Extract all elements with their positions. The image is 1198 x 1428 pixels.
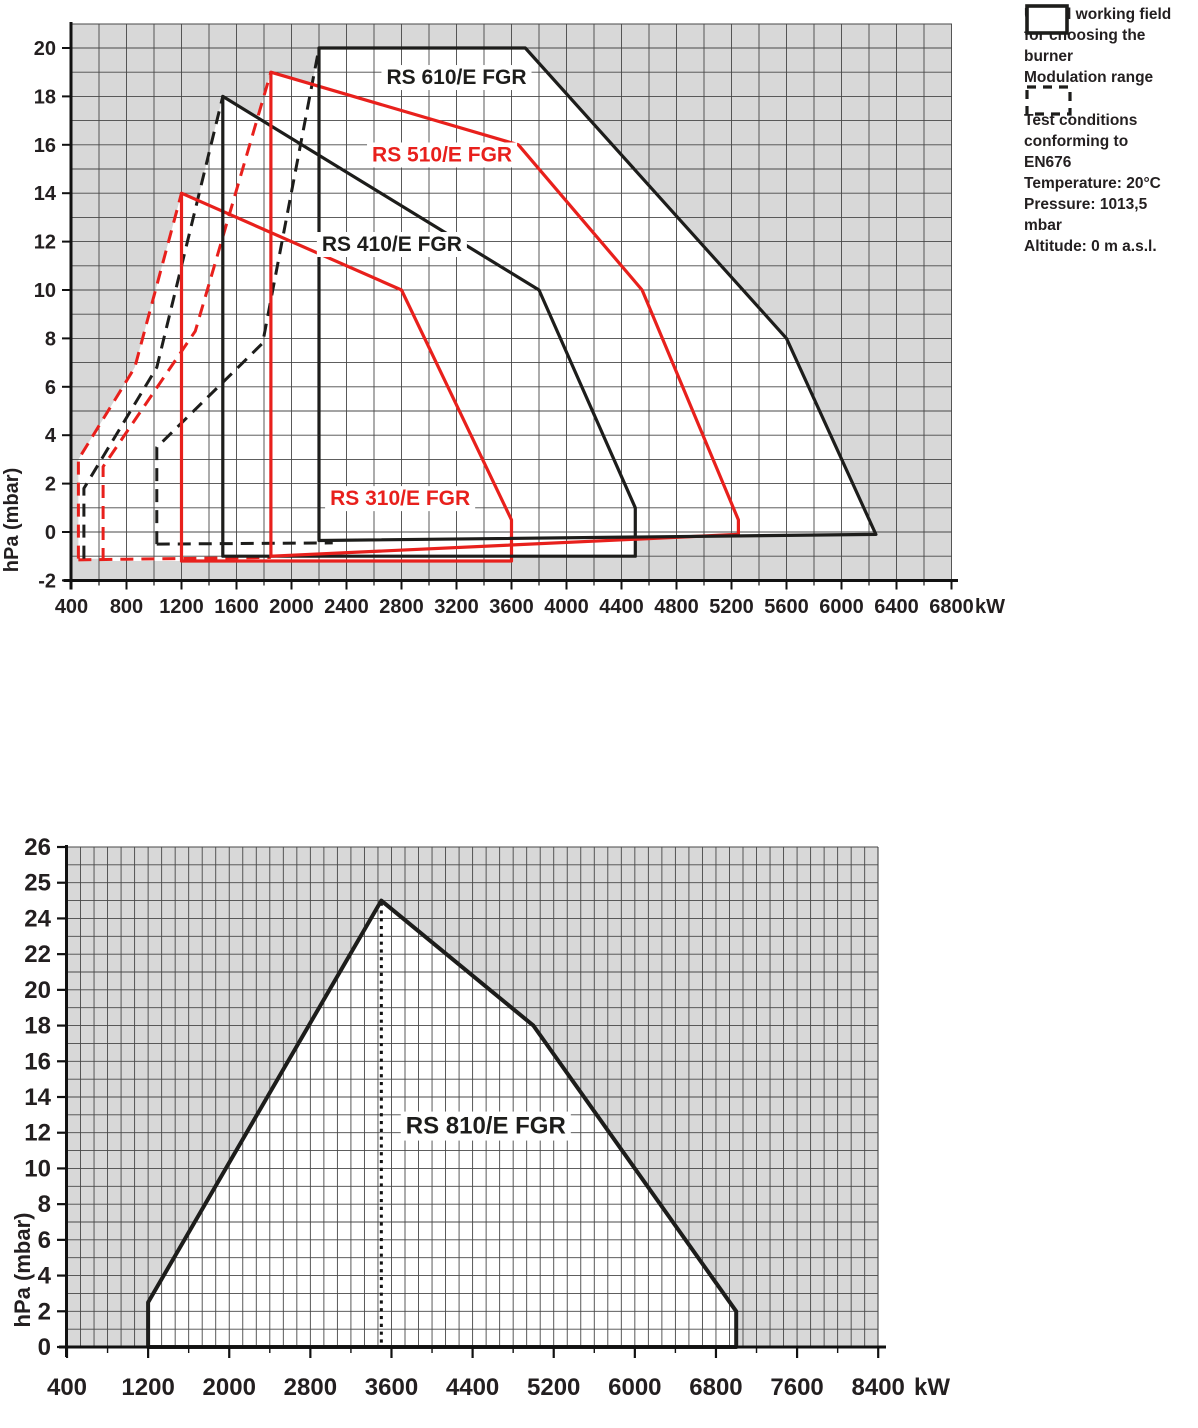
x-tick-label: 6000 [608, 1374, 661, 1401]
label-backdrop [381, 65, 532, 91]
modulation-line: Modulation range [1024, 69, 1154, 86]
x-tick-label: 4800 [654, 596, 699, 618]
y-tick-label: 6 [38, 1227, 51, 1254]
y-tick-label: 22 [24, 941, 51, 968]
x-tick-label: 6000 [819, 596, 864, 618]
label-backdrop [316, 232, 467, 258]
test-conditions-line: Temperature: 20°C [1024, 175, 1161, 192]
burner-label: RS 510/E FGR [372, 143, 512, 166]
y-tick-label: -2 [38, 570, 56, 592]
x-tick-label: 6800 [689, 1374, 742, 1401]
modulation-range-outline [155, 47, 321, 545]
y-axis-title: hPa (mbar) [10, 1213, 35, 1328]
test-conditions-line: EN676 [1024, 154, 1072, 171]
x-axis-unit: kW [975, 596, 1005, 618]
modulation-swatch-icon [1025, 85, 1072, 116]
y-tick-label: 12 [34, 232, 56, 254]
x-tick-label: 5200 [709, 596, 754, 618]
y-tick-label: 0 [45, 522, 56, 544]
legend: Useful working field for choosing the bu… [1024, 4, 1196, 257]
modulation-label: Modulation range [1024, 67, 1196, 88]
y-tick-label: 14 [24, 1084, 51, 1111]
x-tick-label: 4000 [544, 596, 589, 618]
x-tick-label: 800 [110, 596, 143, 618]
y-tick-label: 20 [24, 977, 51, 1004]
y-tick-label: 4 [38, 1263, 52, 1290]
label-backdrop [367, 142, 518, 168]
x-tick-label: 3600 [489, 596, 534, 618]
dashed-square-icon [1025, 85, 1072, 116]
label-backdrop [325, 486, 476, 512]
y-tick-label: 10 [34, 280, 56, 302]
y-tick-label: 2 [45, 474, 56, 496]
x-tick-label: 1600 [214, 596, 259, 618]
x-tick-label: 3600 [365, 1374, 418, 1401]
y-tick-label: 18 [24, 1013, 51, 1040]
working-field-outline [179, 191, 514, 563]
burner-label: RS 810/E FGR [406, 1113, 566, 1140]
y-tick-label: 8 [45, 328, 56, 350]
x-axis-unit: kW [914, 1374, 950, 1401]
x-tick-label: 3200 [434, 596, 479, 618]
y-tick-label: 26 [24, 838, 51, 861]
modulation-range-outline [101, 71, 273, 561]
test-conditions: Test conditions conforming to EN676 Temp… [1024, 110, 1196, 257]
x-tick-label: 400 [55, 596, 88, 618]
solid-square-icon [1025, 4, 1069, 35]
y-axis-title: hPa (mbar) [1, 468, 23, 572]
x-tick-label: 5200 [527, 1374, 580, 1401]
y-tick-label: 25 [24, 870, 51, 897]
field-area [319, 48, 876, 541]
x-tick-label: 8400 [852, 1374, 905, 1401]
useful-field-line: burner [1024, 48, 1074, 65]
y-tick-label: 0 [38, 1334, 51, 1361]
modulation-area [156, 48, 319, 545]
y-tick-label: 14 [34, 183, 57, 205]
y-tick-label: 6 [45, 377, 56, 399]
y-tick-label: 18 [34, 86, 56, 108]
x-tick-label: 1200 [121, 1374, 174, 1401]
y-tick-label: 8 [38, 1191, 51, 1218]
x-tick-label: 6400 [874, 596, 919, 618]
x-tick-label: 2000 [269, 596, 314, 618]
x-tick-label: 6800 [929, 596, 974, 618]
y-tick-label: 12 [24, 1120, 51, 1147]
test-conditions-line: Altitude: 0 m a.s.l. [1024, 238, 1157, 255]
y-tick-label: 2 [38, 1298, 51, 1325]
burner-label: RS 610/E FGR [386, 66, 526, 89]
x-tick-label: 400 [47, 1374, 87, 1401]
y-tick-label: 10 [24, 1155, 51, 1182]
modulation-range-outline [76, 192, 183, 559]
x-tick-label: 2800 [284, 1374, 337, 1401]
test-conditions-line: conforming to [1024, 133, 1129, 150]
x-tick-label: 4400 [446, 1374, 499, 1401]
y-tick-label: 16 [24, 1048, 51, 1075]
modulation-bottom-dashed [78, 555, 271, 562]
x-tick-label: 2400 [324, 596, 369, 618]
test-conditions-line: Test conditions [1024, 112, 1138, 129]
y-tick-label: 20 [34, 38, 56, 60]
label-backdrop [400, 1111, 571, 1141]
y-tick-label: 16 [34, 135, 56, 157]
burner-label: RS 410/E FGR [322, 233, 462, 256]
test-conditions-line: Pressure: 1013,5 [1024, 196, 1148, 213]
upper-burner-chart: 400 800 1200 1600 2000 2400 2800 3200 3600 4000 44… [1, 22, 1005, 618]
burner-label: RS 310/E FGR [330, 487, 470, 510]
x-tick-label: 4400 [599, 596, 644, 618]
working-field-outline [317, 46, 878, 543]
lower-burner-chart: 400 1200 2000 2800 3600 4400 5200 6000 6800 7600 8… [10, 838, 950, 1401]
modulation-bottom-dashed [156, 541, 333, 546]
x-tick-label: 7600 [770, 1374, 823, 1401]
y-tick-label: 24 [24, 905, 51, 932]
x-tick-label: 5600 [764, 596, 809, 618]
y-tick-label: 4 [45, 425, 57, 447]
test-conditions-line: mbar [1024, 217, 1062, 234]
x-tick-label: 2800 [379, 596, 424, 618]
working-field-outline [221, 94, 637, 558]
x-tick-label: 2000 [203, 1374, 256, 1401]
x-tick-label: 1200 [159, 596, 204, 618]
useful-field-swatch-icon [1025, 4, 1069, 35]
